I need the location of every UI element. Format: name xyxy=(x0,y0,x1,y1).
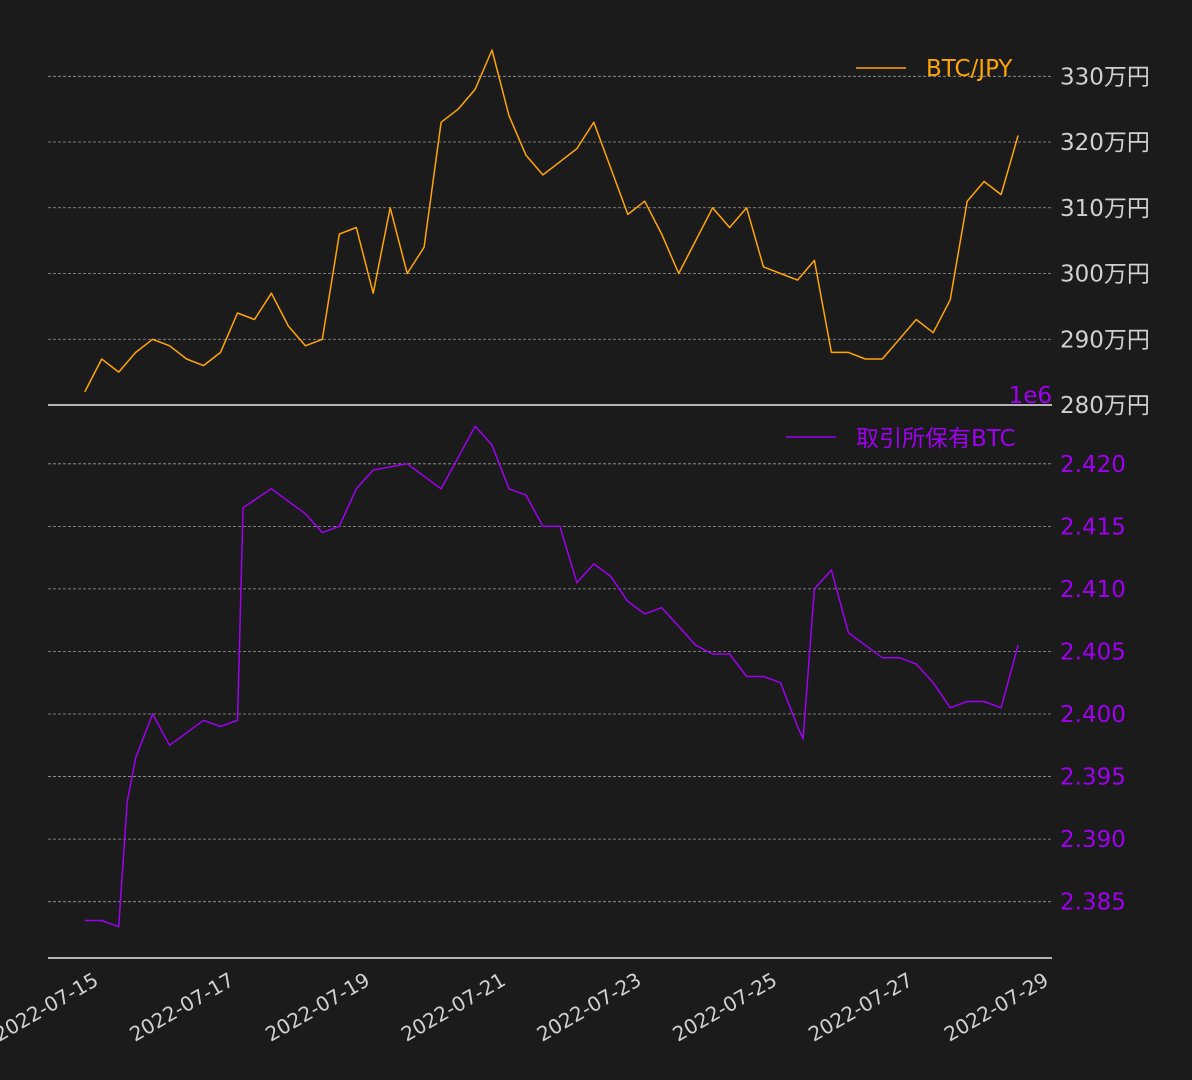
x-tick-label: 2022-07-19 xyxy=(261,968,374,1047)
offset-label: 1e6 xyxy=(1009,383,1052,409)
y-tick-label: 2.405 xyxy=(1060,639,1126,665)
x-tick-label: 2022-07-25 xyxy=(668,968,781,1047)
axes xyxy=(48,404,1052,959)
legend-top-label: BTC/JPY xyxy=(926,56,1013,82)
y-tick-label: 2.390 xyxy=(1060,827,1126,853)
x-tick-label: 2022-07-29 xyxy=(940,968,1053,1047)
y-tick-label: 320万円 xyxy=(1060,130,1150,156)
x-tick-label: 2022-07-17 xyxy=(125,968,238,1047)
y-tick-label: 330万円 xyxy=(1060,64,1150,90)
series-line xyxy=(84,425,1019,928)
legend-top: BTC/JPY xyxy=(856,56,1013,82)
x-tick-label: 2022-07-15 xyxy=(0,968,102,1047)
y-tick-label: 2.420 xyxy=(1060,452,1126,478)
y-tick-label: 2.385 xyxy=(1060,890,1126,916)
y-tick-label: 300万円 xyxy=(1060,262,1150,288)
series-line xyxy=(84,49,1019,393)
y-tick-label: 2.395 xyxy=(1060,765,1126,791)
y-tick-label: 2.410 xyxy=(1060,577,1126,603)
x-tick-label: 2022-07-23 xyxy=(533,968,646,1047)
legend-bottom: 取引所保有BTC xyxy=(786,426,1016,452)
y-tick-label: 280万円 xyxy=(1060,393,1150,419)
y-tick-label: 290万円 xyxy=(1060,327,1150,353)
y-tick-label: 310万円 xyxy=(1060,196,1150,222)
series-lines xyxy=(84,49,1019,928)
y-tick-labels: 280万円 290万円 300万円 310万円 320万円 330万円 2.385 2.390… xyxy=(1060,64,1150,915)
x-tick-label: 2022-07-21 xyxy=(397,968,510,1047)
x-tick-label: 2022-07-27 xyxy=(804,968,917,1047)
legend-bottom-label: 取引所保有BTC xyxy=(856,426,1016,452)
y-tick-label: 2.400 xyxy=(1060,702,1126,728)
x-tick-labels: 2022-07-15 2022-07-17 2022-07-19 2022-07-21… xyxy=(0,968,1053,1047)
grid-lines xyxy=(48,75,1052,903)
y-tick-label: 2.415 xyxy=(1060,514,1126,540)
